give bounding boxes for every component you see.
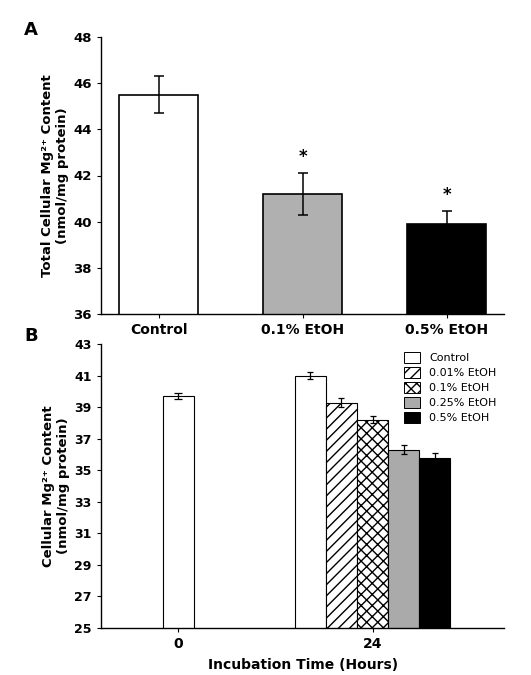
Text: B: B: [24, 327, 38, 345]
Bar: [388, 450, 419, 675]
Bar: [295, 376, 326, 675]
Bar: [119, 95, 199, 675]
Bar: [326, 402, 357, 675]
Y-axis label: Cellular Mg²⁺ Content
(nmol/mg protein): Cellular Mg²⁺ Content (nmol/mg protein): [42, 405, 70, 567]
Text: A: A: [24, 20, 38, 38]
Text: *: *: [442, 186, 451, 205]
Bar: [419, 458, 450, 675]
Bar: [407, 224, 486, 675]
Y-axis label: Total Cellular Mg²⁺ Content
(nmol/mg protein): Total Cellular Mg²⁺ Content (nmol/mg pro…: [41, 74, 69, 277]
Text: *: *: [298, 148, 307, 166]
Bar: [357, 420, 388, 675]
Bar: [263, 194, 342, 675]
Bar: [163, 396, 194, 675]
Legend: Control, 0.01% EtOH, 0.1% EtOH, 0.25% EtOH, 0.5% EtOH: Control, 0.01% EtOH, 0.1% EtOH, 0.25% Et…: [401, 350, 499, 425]
X-axis label: Incubation Time (Hours): Incubation Time (Hours): [208, 657, 398, 672]
